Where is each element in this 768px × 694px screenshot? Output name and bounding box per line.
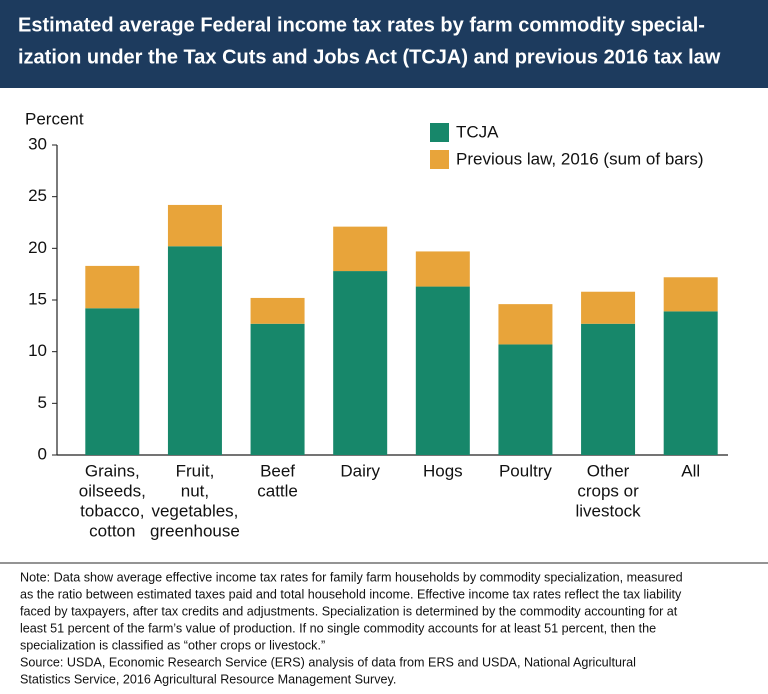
x-tick-label: Dairy <box>340 461 380 480</box>
bar-segment <box>663 311 718 455</box>
x-tick-label: oilseeds, <box>79 481 146 500</box>
note: faced by taxpayers, after tax credits an… <box>20 604 678 618</box>
bar-segment <box>250 297 305 324</box>
y-tick-label: 15 <box>28 289 47 308</box>
x-tick-label: nut, <box>181 481 209 500</box>
bar-segment <box>581 323 636 455</box>
x-tick-label: vegetables, <box>151 501 238 520</box>
y-tick-label: 10 <box>28 341 47 360</box>
bar-segment <box>85 308 140 455</box>
y-tick-label: 20 <box>28 238 47 257</box>
title-banner <box>0 0 768 88</box>
bar-segment <box>663 277 718 312</box>
bar-segment <box>498 304 553 345</box>
legend-label: Previous law, 2016 (sum of bars) <box>456 149 704 168</box>
bar-segment <box>167 204 222 247</box>
x-tick-label: Grains, <box>85 461 140 480</box>
x-tick-label: cattle <box>257 481 298 500</box>
x-tick-label: Fruit, <box>176 461 215 480</box>
note: least 51 percent of the farm’s value of … <box>20 621 656 635</box>
legend-swatch <box>430 123 449 142</box>
legend-label: TCJA <box>456 122 499 141</box>
x-tick-label: All <box>681 461 700 480</box>
bar-segment <box>333 226 388 272</box>
x-tick-label: Beef <box>260 461 295 480</box>
bar-segment <box>415 286 470 455</box>
chart-title: Estimated average Federal income tax rat… <box>18 14 705 36</box>
x-tick-label: Other <box>587 461 630 480</box>
note: Note: Data show average effective income… <box>20 570 683 584</box>
x-tick-label: Hogs <box>423 461 463 480</box>
note: specialization is classified as “other c… <box>20 638 325 652</box>
y-tick-label: 0 <box>38 444 47 463</box>
y-tick-label: 25 <box>28 186 47 205</box>
bar-segment <box>333 271 388 455</box>
legend-swatch <box>430 150 449 169</box>
x-tick-label: livestock <box>575 501 641 520</box>
x-tick-label: greenhouse <box>150 521 240 540</box>
bar-segment <box>498 344 553 455</box>
y-axis-label: Percent <box>25 109 84 128</box>
note: as the ratio between estimated taxes pai… <box>20 587 682 601</box>
chart-title: ization under the Tax Cuts and Jobs Act … <box>18 46 721 68</box>
source: Statistics Service, 2016 Agricultural Re… <box>20 672 396 686</box>
bar-segment <box>167 246 222 455</box>
x-tick-label: Poultry <box>499 461 552 480</box>
x-tick-label: tobacco, <box>80 501 144 520</box>
bar-segment <box>581 291 636 324</box>
source: Source: USDA, Economic Research Service … <box>20 655 636 669</box>
bar-segment <box>250 323 305 455</box>
x-tick-label: crops or <box>577 481 639 500</box>
bar-segment <box>415 251 470 287</box>
x-tick-label: cotton <box>89 521 135 540</box>
bar-segment <box>85 265 140 309</box>
y-tick-label: 5 <box>38 393 47 412</box>
y-tick-label: 30 <box>28 134 47 153</box>
